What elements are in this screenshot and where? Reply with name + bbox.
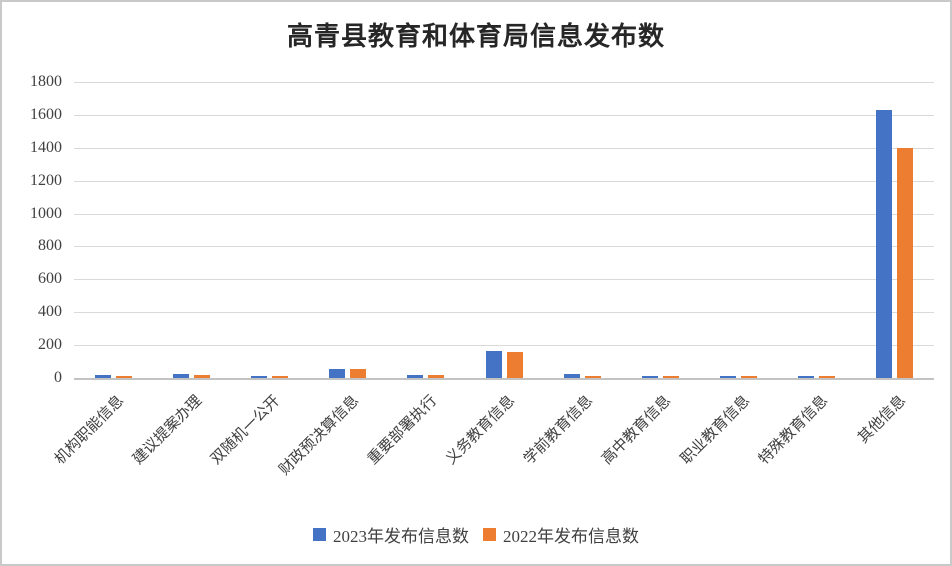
category-label: 双随机一公开: [208, 392, 284, 468]
bar-series-2: [271, 376, 288, 378]
legend-item: 2023年发布信息数: [313, 522, 469, 547]
plot-area: [74, 82, 934, 380]
category-label: 高中教育信息: [599, 392, 675, 468]
bar-series-1: [329, 368, 346, 378]
legend-swatch-icon: [313, 528, 326, 541]
category-label: 建议提案办理: [130, 392, 206, 468]
y-tick-label: 0: [54, 369, 62, 386]
bar-series-1: [250, 376, 267, 378]
gridline: [74, 147, 934, 149]
legend-label: 2022年发布信息数: [503, 527, 639, 546]
bar-series-1: [407, 374, 424, 378]
y-axis: 0 200 400 600 800 1000 1200 1400 1600 1800: [2, 73, 62, 386]
x-axis: 机构职能信息 建议提案办理 双随机一公开 财政预决算信息 重要部署执行 义务教育信息 学前教…: [52, 380, 934, 510]
bar-series-2: [506, 351, 523, 378]
bar-series-2: [897, 147, 914, 378]
y-tick-label: 1400: [30, 138, 62, 156]
gridline: [74, 114, 934, 116]
x-axis-baseline: [74, 378, 934, 380]
y-tick-label: 1200: [30, 171, 62, 189]
category-label: 义务教育信息: [443, 392, 519, 468]
category-label: 机构职能信息: [52, 392, 128, 468]
bar-series-2: [428, 375, 445, 378]
y-tick-label: 800: [38, 237, 62, 255]
category-label: 职业教育信息: [677, 392, 753, 468]
bar-series-2: [584, 376, 601, 378]
category-label: 特殊教育信息: [755, 392, 831, 468]
gridline: [74, 82, 934, 83]
gridline: [74, 246, 934, 248]
bar-series-2: [741, 376, 758, 378]
bar-series-1: [485, 350, 502, 378]
y-tick-label: 1800: [30, 73, 62, 90]
bar-series-2: [193, 375, 210, 378]
bar-series-1: [876, 109, 893, 378]
bar-series-1: [720, 375, 737, 378]
bar-series-2: [819, 376, 836, 378]
bar-series-1: [798, 375, 815, 378]
bar-series-1: [94, 375, 111, 378]
category-label: 财政预决算信息: [276, 392, 362, 479]
legend-item: 2022年发布信息数: [483, 522, 639, 547]
bar-series-2: [115, 376, 132, 378]
gridline: [74, 213, 934, 215]
legend: 2023年发布信息数 2022年发布信息数: [2, 522, 950, 547]
category-label: 其他信息: [855, 392, 910, 447]
y-tick-label: 600: [38, 270, 62, 288]
chart-title: 高青县教育和体育局信息发布数: [286, 22, 665, 51]
category-label: 重要部署执行: [365, 392, 440, 468]
y-tick-label: 200: [38, 336, 62, 354]
y-tick-label: 1000: [30, 204, 62, 222]
gridline: [74, 180, 934, 182]
bar-series-1: [172, 374, 189, 378]
legend-swatch-icon: [483, 528, 496, 541]
y-tick-label: 1600: [30, 105, 62, 123]
y-tick-label: 400: [38, 303, 62, 321]
bar-series-2: [350, 369, 367, 378]
gridline: [74, 312, 934, 314]
gridline: [74, 279, 934, 281]
bar-series-2: [662, 376, 679, 378]
bar-series-1: [641, 375, 658, 378]
gridline: [74, 345, 934, 347]
category-label: 学前教育信息: [521, 392, 597, 468]
bar-series-1: [563, 374, 580, 378]
legend-label: 2023年发布信息数: [333, 527, 469, 546]
